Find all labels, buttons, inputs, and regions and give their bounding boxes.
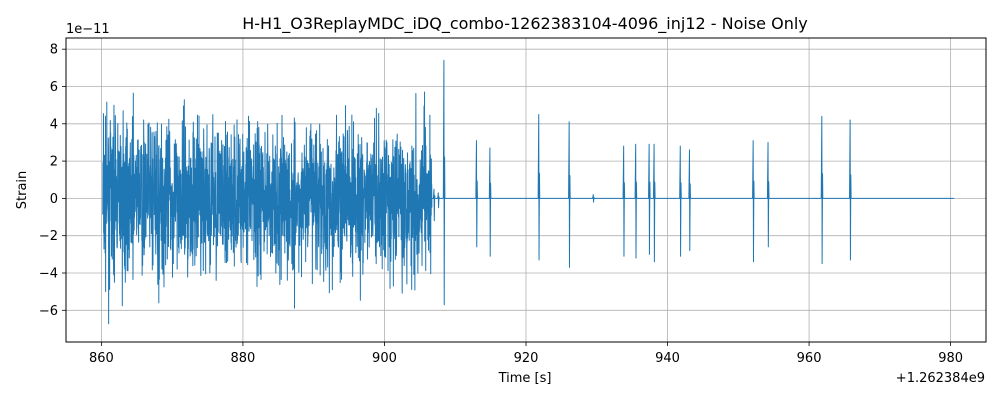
x-tick-label: 940 [655,351,680,366]
y-tick-label: 2 [50,155,58,170]
y-tick-label: 0 [50,192,58,207]
y-tick-label: 4 [50,117,58,132]
x-axis: 860 880 900 920 940 960 980 [89,342,963,366]
x-axis-label: Time [s] [498,371,552,386]
y-axis-label: Strain [15,171,30,210]
x-offset-label: +1.262384e9 [896,371,985,386]
y-tick-label: −2 [39,229,58,244]
chart-title: H-H1_O3ReplayMDC_iDQ_combo-1262383104-40… [242,14,808,34]
x-tick-label: 980 [938,351,963,366]
y-scale-label: 1e−11 [66,22,110,37]
x-tick-label: 920 [514,351,539,366]
y-tick-label: −6 [39,304,58,319]
x-tick-label: 900 [372,351,397,366]
x-tick-label: 860 [89,351,114,366]
y-tick-label: −4 [39,266,58,281]
x-tick-label: 880 [231,351,256,366]
strain-series-line [102,59,955,325]
y-tick-label: 8 [50,43,58,58]
x-tick-label: 960 [797,351,822,366]
y-tick-label: 6 [50,80,58,95]
y-axis: −6 −4 −2 0 2 4 6 8 [39,43,66,319]
